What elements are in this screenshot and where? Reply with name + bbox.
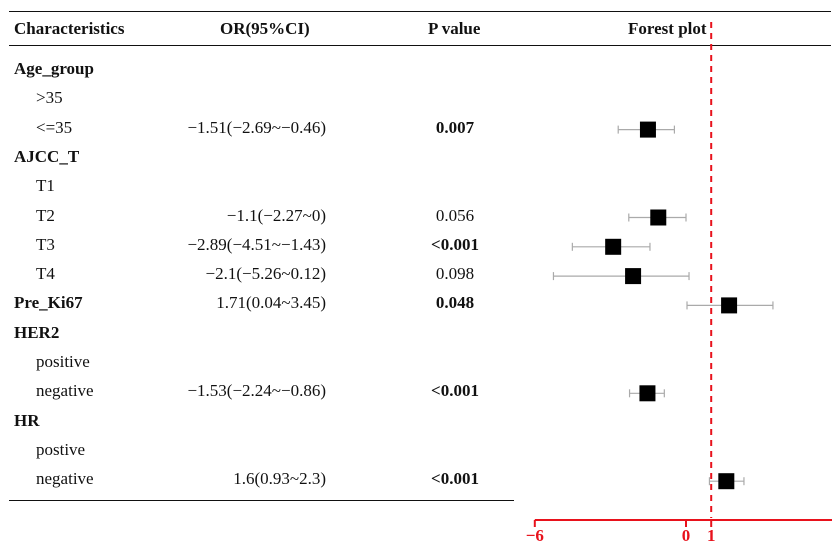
row-p-value: 0.056	[435, 205, 475, 225]
row-p-value: <0.001	[431, 234, 479, 254]
estimate-marker	[625, 268, 642, 285]
row-label: negative	[36, 469, 94, 489]
row-label: Pre_Ki67	[14, 293, 83, 313]
row-label: T4	[36, 264, 55, 284]
row-label: Age_group	[14, 59, 94, 78]
table-top-rule	[9, 11, 831, 12]
row-p-value: <0.001	[431, 381, 479, 401]
row-or-value: −2.89(−4.51~−1.43)	[187, 234, 326, 254]
row-p-value: 0.098	[435, 264, 475, 284]
x-tick-label: −6	[526, 526, 544, 542]
x-tick-label: 0	[682, 526, 691, 542]
row-label: T1	[36, 176, 55, 196]
row-label: positive	[36, 352, 90, 371]
row-label: postive	[36, 439, 86, 459]
estimate-marker	[639, 385, 656, 402]
row-label: T2	[36, 205, 55, 225]
row-label: >35	[36, 88, 63, 108]
row-label: AJCC_T	[14, 146, 80, 166]
row-or-value: −2.1(−5.26~0.12)	[205, 264, 326, 284]
row-p-value: 0.007	[435, 117, 475, 137]
row-or-value: 1.6(0.93~2.3)	[233, 469, 326, 489]
row-label: <=35	[36, 117, 73, 137]
estimate-marker	[639, 121, 656, 138]
estimate-marker	[721, 297, 738, 314]
row-or-value: 1.71(0.04~3.45)	[216, 293, 326, 313]
estimate-marker	[718, 473, 735, 490]
row-or-value: −1.1(−2.27~0)	[226, 205, 326, 225]
row-p-value: 0.048	[435, 293, 475, 313]
table-header-rule	[9, 45, 831, 46]
row-label: T3	[36, 234, 55, 254]
row-label: HR	[14, 410, 40, 430]
row-label: negative	[36, 381, 94, 401]
row-label: HER2	[14, 322, 60, 342]
estimate-marker	[650, 209, 667, 226]
row-or-value: −1.53(−2.24~−0.86)	[187, 381, 326, 401]
estimate-marker	[605, 238, 622, 255]
x-tick-label: 1	[707, 526, 716, 542]
row-or-value: −1.51(−2.69~−0.46)	[187, 117, 326, 137]
header-or: OR(95%CI)	[220, 19, 310, 38]
header-p-value: P value	[428, 19, 481, 38]
header-characteristics: Characteristics	[14, 19, 125, 38]
table-bottom-rule	[9, 500, 514, 501]
header-forest-plot: Forest plot	[628, 19, 707, 38]
row-p-value: <0.001	[431, 469, 479, 489]
